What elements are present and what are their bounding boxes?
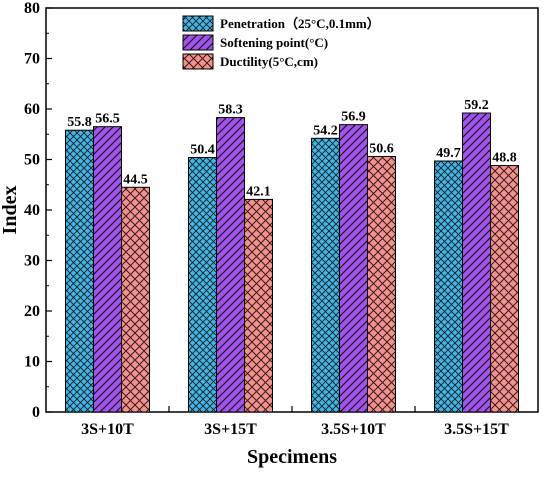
legend-label: Softening point(°C) [220,35,328,50]
bar [188,156,217,413]
data-label: 58.3 [218,103,243,118]
bar [65,129,94,413]
legend-label: Penetration（25°C,0.1mm） [220,16,380,31]
y-axis-title: Index [0,186,21,235]
bar [490,165,519,413]
bar [244,198,273,413]
x-tick-label: 3.5S+10T [321,421,386,438]
bar [311,137,340,413]
data-label: 56.5 [95,112,120,127]
x-tick-label: 3.5S+15T [444,421,509,438]
data-label: 42.1 [246,184,271,199]
y-tick-label: 40 [24,202,40,219]
data-label: 54.2 [313,123,338,138]
y-tick-label: 0 [32,404,40,421]
y-tick-label: 10 [24,354,40,371]
bar [462,112,491,413]
data-label: 49.7 [436,146,461,161]
y-tick-label: 20 [24,303,40,320]
data-label: 50.6 [369,141,394,156]
bar [367,155,396,413]
bar [216,117,245,413]
data-label: 48.8 [492,151,517,166]
data-label: 50.4 [190,142,215,157]
y-tick-label: 70 [24,51,40,68]
x-axis-title: Specimens [247,446,337,468]
legend-swatch [182,53,214,70]
legend-label: Ductility(5°C,cm) [220,54,318,69]
x-tick-label: 3S+10T [81,421,134,438]
data-label: 55.8 [67,115,92,130]
x-tick-label: 3S+15T [204,421,257,438]
bar [339,124,368,413]
y-tick-label: 50 [24,152,40,169]
y-tick-label: 30 [24,253,40,270]
legend: Penetration（25°C,0.1mm） Softening point(°… [182,15,380,70]
bar [93,126,122,413]
bar [434,160,463,413]
y-tick-label: 60 [24,101,40,118]
bar [121,186,150,413]
data-label: 44.5 [123,172,148,187]
y-tick-label: 80 [24,0,40,17]
legend-swatch [182,34,214,51]
data-label: 59.2 [464,98,489,113]
data-label: 56.9 [341,110,366,125]
legend-swatch [182,15,214,32]
